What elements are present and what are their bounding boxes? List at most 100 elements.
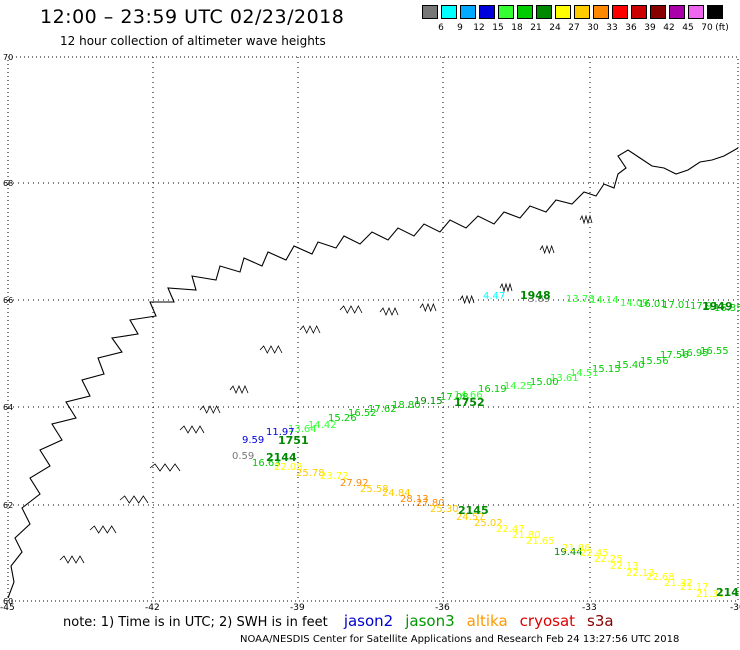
latitude-label: 68 (3, 179, 13, 188)
swh-observation: 21.86 (562, 543, 591, 554)
longitude-label: -30 (730, 603, 740, 613)
pass-time-label: 1949 (702, 300, 733, 313)
swh-observation: 14.42 (308, 420, 337, 431)
colorbar-swatch (422, 5, 438, 19)
swh-observation: 16.35 (714, 303, 740, 314)
swh-observation: 22.68 (646, 572, 675, 583)
pass-time-label: 214 (716, 586, 739, 599)
latitude-label: 66 (3, 296, 13, 305)
axis-labels: 70 68 66 64 62 60-45 -42 -39 -36 -33 -30 (0, 53, 740, 613)
swh-observation: 24.57 (456, 512, 485, 523)
pass-time-label: 2145 (458, 504, 489, 517)
swh-observation: 14.14 (590, 295, 619, 306)
swh-observation: 0.59 (232, 451, 254, 462)
colorbar-unit: (ft) (715, 23, 729, 33)
swh-observation: 16.19 (478, 384, 507, 395)
colorbar-swatch (517, 5, 533, 19)
swh-observation: 15.15 (592, 364, 621, 375)
map-grid (7, 56, 739, 602)
plot-frame (7, 56, 739, 602)
coastline-detail (89, 525, 117, 534)
swh-observation: 21.31 (696, 589, 725, 600)
coastline-detail (259, 345, 283, 354)
swh-observation: 22.25 (594, 554, 623, 565)
colorbar-swatch (669, 5, 685, 19)
footer-note-row: note: 1) Time is in UTC; 2) SWH is in fe… (63, 612, 614, 630)
coastline-detail (579, 214, 593, 225)
colorbar-swatch (688, 5, 704, 19)
swh-observation: 21.65 (526, 536, 555, 547)
colorbar-label: 21 (530, 23, 542, 33)
coastline-detail (539, 244, 555, 255)
swh-observation: 15.40 (616, 360, 645, 371)
swh-observation: 25.02 (474, 518, 503, 529)
units-note: note: 1) Time is in UTC; 2) SWH is in fe… (63, 615, 328, 630)
colorbar-label: 15 (492, 23, 504, 33)
swh-observation: 15.26 (328, 413, 357, 424)
swh-observation: 27.80 (416, 498, 445, 509)
swh-observation: 17.56 (660, 350, 689, 361)
swh-observation: 13.78 (566, 294, 595, 305)
coastline-detail (459, 294, 475, 305)
mission-name: jason3 (405, 612, 455, 630)
colorbar-label: 39 (644, 23, 656, 33)
colorbar-swatch (593, 5, 609, 19)
coastline-detail (149, 463, 181, 472)
colorbar-label: 33 (606, 23, 618, 33)
latitude-label: 64 (3, 403, 13, 412)
swh-observation: 16.01 (638, 299, 667, 310)
coastline-detail (229, 384, 249, 395)
swh-observation: 9.59 (242, 435, 264, 446)
colorbar-label: 12 (473, 23, 485, 33)
colorbar-swatch (631, 5, 647, 19)
colorbar-label: 36 (625, 23, 637, 33)
pass-time-label: 1948 (520, 289, 551, 302)
swh-observation: 21.32 (664, 578, 693, 589)
colorbar-swatch (536, 5, 552, 19)
swh-observation: 17.91 (690, 301, 719, 312)
colorbar-swatch (574, 5, 590, 19)
swh-observation: 13.64 (288, 424, 317, 435)
chart-title: 12:00 – 23:59 UTC 02/23/2018 (40, 6, 345, 28)
pass-time-label: 1751 (278, 434, 309, 447)
colorbar-label: 30 (587, 23, 599, 33)
credit-line: NOAA/NESDIS Center for Satellite Applica… (240, 634, 680, 645)
swh-observation: 22.13 (626, 568, 655, 579)
coastline-detail (199, 405, 221, 414)
swh-observation: 17.62 (368, 404, 397, 415)
colorbar-swatch (460, 5, 476, 19)
latitude-label: 62 (3, 501, 13, 510)
colorbar-label: 18 (511, 23, 523, 33)
colorbar-label: 42 (663, 23, 675, 33)
swh-observation: 19.44 (554, 547, 583, 558)
swh-observation: 14.66 (454, 390, 483, 401)
swh-observation: 22.13 (610, 561, 639, 572)
coastline-detail (499, 282, 513, 293)
colorbar-swatch (441, 5, 457, 19)
longitude-label: -42 (145, 603, 160, 613)
swh-observation: 14.51 (570, 368, 599, 379)
swh-observation: 16.55 (700, 346, 729, 357)
swh-observation: 18.80 (392, 400, 421, 411)
colorbar-swatch (612, 5, 628, 19)
coastline-path (7, 147, 739, 599)
swh-observation: 16.52 (348, 408, 377, 419)
pass-time-label: 1752 (454, 396, 485, 409)
swh-observation: 14.09 (620, 298, 649, 309)
swh-observation: 22.45 (580, 548, 609, 559)
swh-observation: 16.63 (252, 458, 281, 469)
swh-observation: 27.92 (340, 478, 369, 489)
swh-observation: 3.69 (528, 294, 550, 305)
longitude-label: -33 (582, 603, 597, 613)
colorbar-label: 24 (549, 23, 561, 33)
colorbar-swatch (479, 5, 495, 19)
swh-observation: 25.78 (296, 468, 325, 479)
swh-observation: 17.08 (440, 392, 469, 403)
coastline-detail (59, 555, 85, 564)
coastline-detail (179, 425, 205, 434)
mission-name: s3a (587, 612, 614, 630)
coastline-detail (379, 306, 399, 317)
colorbar-label: 6 (438, 23, 444, 33)
